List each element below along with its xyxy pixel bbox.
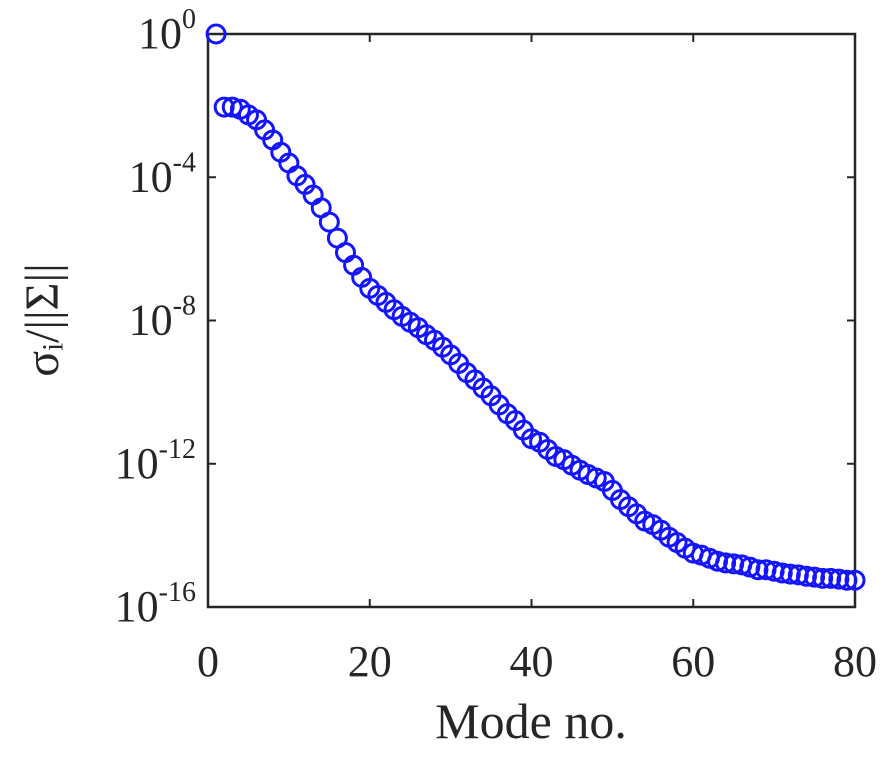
y-tick-label: 10-12: [115, 434, 196, 488]
y-tick-label: 100: [138, 4, 196, 58]
data-point: [715, 552, 737, 574]
data-point: [221, 96, 243, 118]
data-point: [747, 559, 769, 581]
data-point: [318, 211, 340, 233]
data-point: [820, 567, 842, 589]
data-point: [205, 23, 227, 45]
x-tick-label: 80: [833, 637, 877, 686]
data-point: [771, 562, 793, 584]
data-point: [828, 568, 850, 590]
data-point: [804, 566, 826, 588]
x-tick-label: 40: [510, 637, 554, 686]
data-point: [795, 565, 817, 587]
y-axis-label: σᵢ/||Σ||: [16, 263, 69, 376]
y-tick-label: 10-16: [115, 577, 196, 631]
plot-frame: [206, 32, 857, 609]
y-tick-label: 10-8: [129, 291, 196, 345]
x-axis-label: Mode no.: [435, 693, 627, 749]
data-point: [213, 96, 235, 118]
x-tick-label: 0: [197, 637, 219, 686]
data-point: [844, 569, 866, 591]
data-point: [779, 563, 801, 585]
x-tick-label: 20: [348, 637, 392, 686]
y-tick-label: 10-4: [129, 147, 196, 201]
data-point: [836, 569, 858, 591]
x-tick-label: 60: [671, 637, 715, 686]
data-point: [812, 567, 834, 589]
